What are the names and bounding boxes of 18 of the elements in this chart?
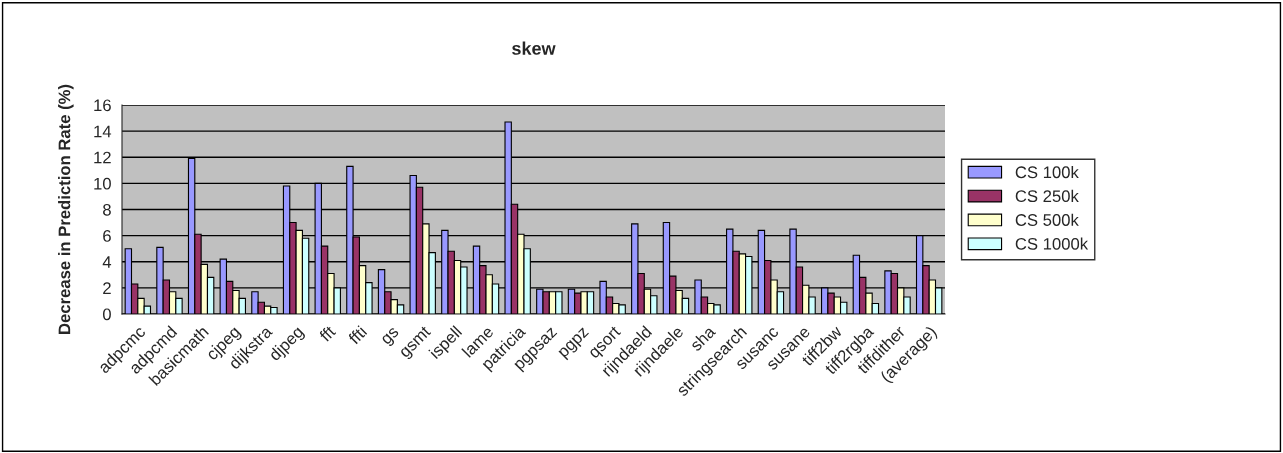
x-tick-label: gs [381, 327, 402, 348]
legend-label: CS 1000k [1015, 237, 1089, 250]
x-tick-label: ffti [347, 325, 368, 346]
y-axis-title: Decrease in Prediction Rate (%) [58, 84, 74, 334]
x-tick-label: fft [318, 324, 337, 343]
y-tick-label: 10 [94, 177, 111, 190]
legend-label: CS 250k [1015, 189, 1079, 203]
legend-label: CS 500k [1015, 213, 1079, 226]
y-tick-label: 6 [103, 230, 111, 242]
y-tick-label: 12 [94, 151, 111, 164]
y-tick-label: 2 [103, 282, 111, 294]
legend-label: CS 100k [1015, 165, 1079, 179]
y-tick-label: 8 [103, 203, 111, 216]
y-tick-label: 4 [102, 256, 112, 268]
chart-title: skew [512, 41, 556, 55]
y-tick-label: 16 [94, 99, 111, 112]
y-tick-label: 0 [102, 308, 111, 321]
y-tick-label: 14 [94, 125, 112, 138]
